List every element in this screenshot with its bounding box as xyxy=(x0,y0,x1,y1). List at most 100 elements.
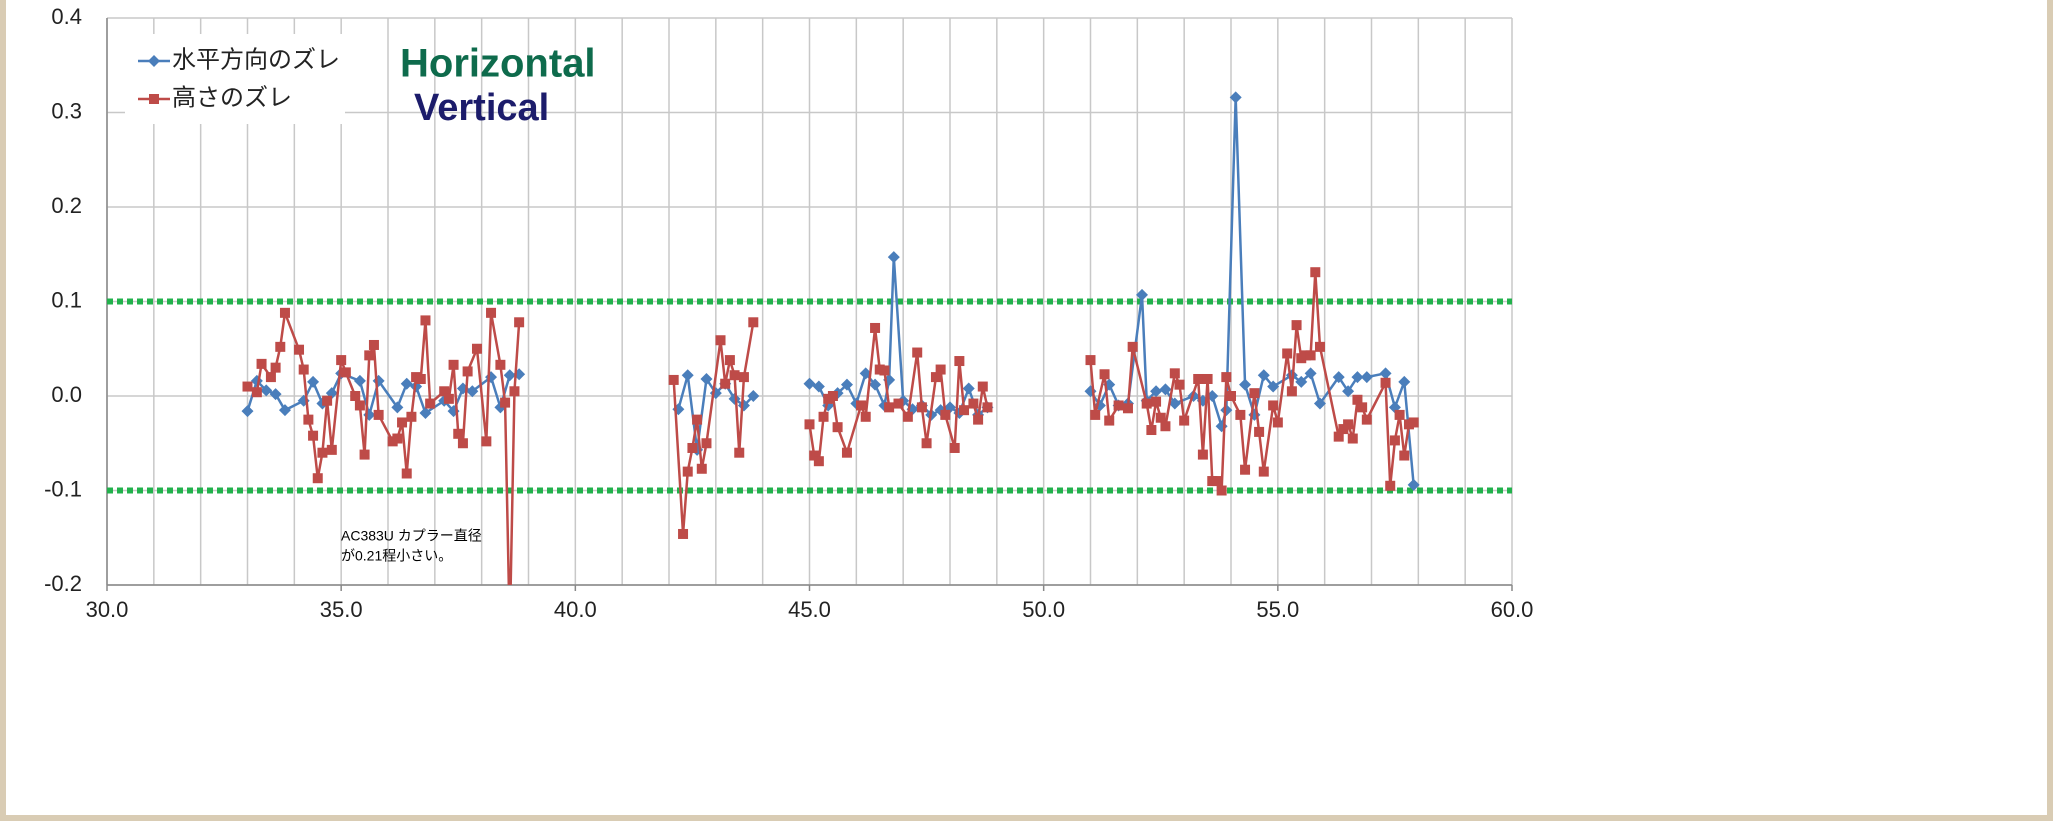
data-point xyxy=(495,359,506,370)
data-point xyxy=(832,422,843,433)
data-point xyxy=(1220,404,1233,417)
data-point xyxy=(1379,367,1392,380)
data-point xyxy=(1150,385,1163,398)
data-point xyxy=(1407,478,1420,491)
data-point xyxy=(1136,288,1149,301)
data-point xyxy=(1361,414,1372,425)
data-point xyxy=(668,374,679,385)
data-point xyxy=(1272,417,1283,428)
data-point xyxy=(1333,431,1344,442)
x-tick-label: 35.0 xyxy=(320,597,363,622)
legend-label: 水平方向のズレ xyxy=(172,46,340,73)
data-point xyxy=(1235,409,1246,420)
data-point xyxy=(406,411,417,422)
data-point xyxy=(275,341,286,352)
data-point xyxy=(1104,415,1115,426)
data-point xyxy=(884,402,895,413)
data-point xyxy=(893,398,904,409)
data-point xyxy=(973,414,984,425)
data-point xyxy=(1304,367,1317,380)
annotation: が0.21程小さい。 xyxy=(341,548,452,564)
data-point xyxy=(728,392,741,405)
data-point xyxy=(1155,412,1166,423)
data-point xyxy=(902,411,913,422)
data-point xyxy=(1394,409,1405,420)
data-point xyxy=(481,436,492,447)
data-point xyxy=(1291,320,1302,331)
data-point xyxy=(1267,380,1280,393)
data-point xyxy=(1313,397,1326,410)
data-point xyxy=(954,356,965,367)
data-point xyxy=(439,386,450,397)
data-point xyxy=(1357,402,1368,413)
data-point xyxy=(930,372,941,383)
data-point xyxy=(803,377,816,390)
data-point xyxy=(415,373,426,384)
data-point xyxy=(729,370,740,381)
x-tick-label: 60.0 xyxy=(1491,597,1534,622)
data-point xyxy=(294,344,305,355)
data-point xyxy=(738,372,749,383)
data-point xyxy=(940,409,951,420)
data-point xyxy=(859,367,872,380)
y-tick-label: 0.0 xyxy=(51,382,82,407)
data-point xyxy=(1216,485,1227,496)
data-point xyxy=(724,355,735,366)
data-point xyxy=(887,251,900,264)
data-point xyxy=(840,378,853,391)
data-point xyxy=(856,400,867,411)
data-point xyxy=(687,442,698,453)
data-point xyxy=(509,386,520,397)
data-point xyxy=(1351,371,1364,384)
series-line xyxy=(246,272,1415,585)
data-point xyxy=(701,438,712,449)
annotation: AC383U カプラー直径 xyxy=(341,528,482,544)
data-point xyxy=(748,317,759,328)
legend-marker xyxy=(149,94,159,104)
data-point xyxy=(251,387,262,398)
data-point xyxy=(916,402,927,413)
data-point xyxy=(1141,398,1152,409)
data-point xyxy=(303,414,314,425)
x-tick-label: 45.0 xyxy=(788,597,831,622)
data-point xyxy=(1310,267,1321,278)
data-point xyxy=(1347,433,1358,444)
data-point xyxy=(486,307,497,318)
data-point xyxy=(503,369,516,382)
x-tick-label: 40.0 xyxy=(554,597,597,622)
data-point xyxy=(696,463,707,474)
data-point xyxy=(1360,371,1373,384)
data-point xyxy=(818,411,829,422)
data-point xyxy=(514,317,525,328)
data-point xyxy=(340,367,351,378)
x-tick-label: 30.0 xyxy=(86,597,129,622)
data-point xyxy=(419,407,432,420)
data-point xyxy=(715,335,726,346)
data-point xyxy=(453,428,464,439)
data-point xyxy=(1211,476,1222,487)
data-point xyxy=(1169,368,1180,379)
data-point xyxy=(1085,355,1096,366)
data-point xyxy=(1249,388,1260,399)
data-point xyxy=(270,362,281,373)
data-point xyxy=(1305,350,1316,361)
data-point xyxy=(1286,386,1297,397)
legend-label: 高さのズレ xyxy=(172,84,292,111)
legend-box xyxy=(125,34,345,124)
data-point xyxy=(678,528,689,539)
data-point xyxy=(1239,378,1252,391)
data-point xyxy=(804,419,815,430)
data-point xyxy=(1399,450,1410,461)
data-point xyxy=(373,409,384,420)
data-point xyxy=(860,411,871,422)
data-point xyxy=(1160,421,1171,432)
data-point xyxy=(1151,396,1162,407)
data-point xyxy=(256,358,267,369)
data-point xyxy=(681,369,694,382)
chart-background xyxy=(6,0,2047,815)
data-point xyxy=(962,382,975,395)
data-point xyxy=(841,447,852,458)
data-point xyxy=(720,378,731,389)
